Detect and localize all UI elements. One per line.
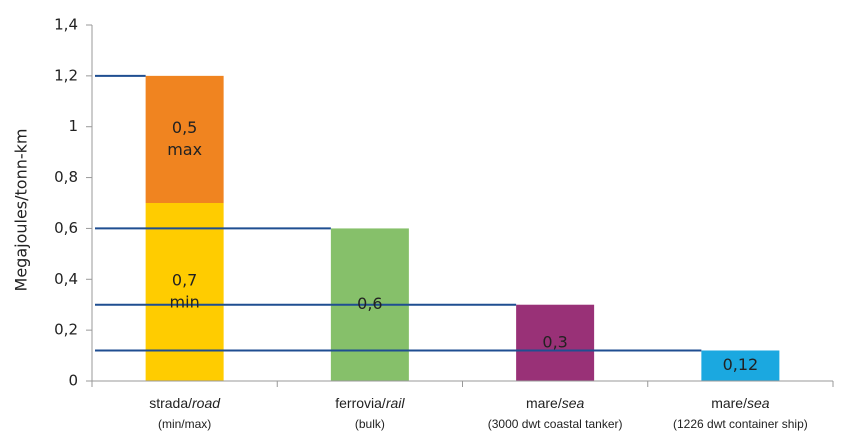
bars-group — [145, 75, 780, 381]
y-tick-label: 0,2 — [54, 321, 78, 339]
data-label: 0,6 — [357, 294, 382, 313]
x-tick-sublabel: (1226 dwt container ship) — [673, 417, 808, 431]
reference-lines-group — [95, 74, 702, 352]
axes-group — [86, 24, 834, 387]
x-tick-label: mare/sea — [711, 395, 770, 411]
y-tick-label: 1,4 — [54, 16, 78, 34]
data-label: 0,5 — [172, 118, 197, 137]
y-tick-label: 0,8 — [54, 168, 78, 186]
data-label: 0,12 — [723, 355, 759, 374]
x-tick-sublabel: (3000 dwt coastal tanker) — [488, 417, 623, 431]
y-tick-label: 1,2 — [54, 66, 78, 84]
x-tick-sublabel: (bulk) — [355, 417, 385, 431]
data-label: min — [170, 293, 200, 312]
data-label: 0,7 — [172, 271, 197, 290]
x-tick-label: mare/sea — [526, 395, 585, 411]
x-tick-sublabel: (min/max) — [158, 417, 211, 431]
data-label: 0,3 — [542, 332, 567, 351]
y-tick-label: 0 — [68, 372, 78, 390]
y-axis-label: Megajoules/tonn-km — [12, 129, 31, 292]
labels-group: 0,7 min 0,5 max 0,6 0,3 0,12 0 0,2 0,4 0,6 0,8 1 1,2 1… — [54, 16, 808, 432]
y-tick-label: 0,4 — [54, 270, 78, 288]
y-tick-label: 1 — [68, 117, 78, 135]
y-tick-label: 0,6 — [54, 219, 78, 237]
x-tick-label: ferrovia/rail — [335, 395, 405, 411]
x-tick-label: strada/road — [149, 395, 221, 411]
data-label: max — [167, 140, 202, 159]
bar-segment — [701, 350, 780, 381]
bar-segment — [145, 75, 224, 203]
bar-segment — [516, 304, 595, 381]
